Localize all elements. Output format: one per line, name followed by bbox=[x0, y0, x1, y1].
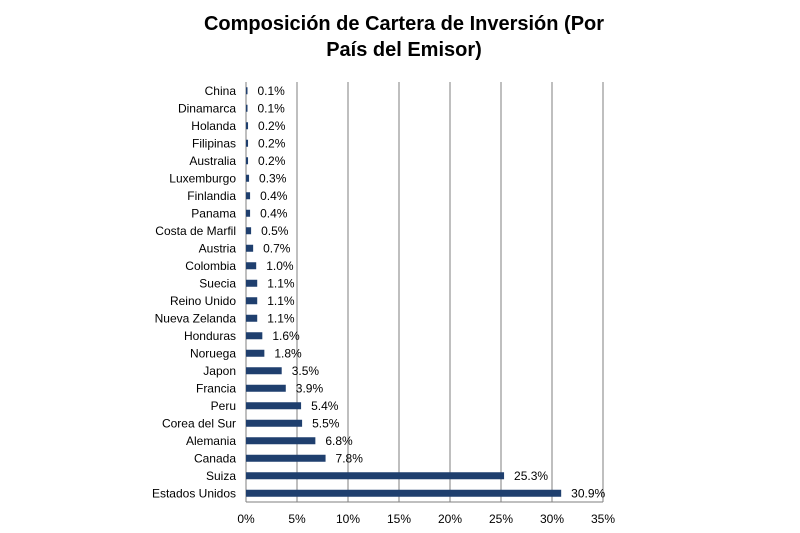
category-label: Australia bbox=[189, 154, 236, 168]
value-label: 0.4% bbox=[260, 189, 288, 203]
chart-title-line-1: Composición de Cartera de Inversión (Por bbox=[204, 13, 604, 35]
bars bbox=[246, 87, 562, 497]
value-labels: 0.1% 0.1% 0.2% 0.2% 0.2% 0.3% 0.4% 0.4% 0.5% 0.7%… bbox=[258, 84, 606, 501]
bar bbox=[246, 209, 251, 217]
bar bbox=[246, 122, 249, 130]
category-label: Costa de Marfil bbox=[155, 224, 236, 238]
value-label: 3.9% bbox=[296, 381, 324, 395]
category-label: Peru bbox=[211, 399, 236, 413]
value-label: 5.4% bbox=[311, 399, 339, 413]
value-label: 6.8% bbox=[325, 434, 353, 448]
bar bbox=[246, 367, 282, 375]
category-label: Panama bbox=[191, 206, 236, 220]
category-label: Corea del Sur bbox=[162, 416, 236, 430]
value-label: 0.5% bbox=[261, 224, 289, 238]
category-label: Colombia bbox=[185, 259, 236, 273]
bar bbox=[246, 489, 562, 497]
bar bbox=[246, 227, 252, 235]
x-tick-label: 25% bbox=[489, 512, 513, 526]
value-label: 0.4% bbox=[260, 206, 288, 220]
category-labels: China Dinamarca Holanda Filipinas Australia L… bbox=[152, 84, 236, 501]
bar bbox=[246, 349, 265, 357]
category-label: China bbox=[205, 84, 237, 98]
category-label: Honduras bbox=[184, 329, 236, 343]
chart-title-line-2: País del Emisor) bbox=[326, 39, 482, 61]
value-label: 0.1% bbox=[258, 84, 286, 98]
x-tick-label: 35% bbox=[591, 512, 615, 526]
x-tick-label: 0% bbox=[237, 512, 255, 526]
category-label: Reino Unido bbox=[170, 294, 236, 308]
value-label: 1.1% bbox=[267, 276, 295, 290]
category-label: Francia bbox=[196, 381, 236, 395]
x-tick-label: 20% bbox=[438, 512, 462, 526]
x-tick-label: 5% bbox=[288, 512, 306, 526]
bar bbox=[246, 437, 316, 445]
bar bbox=[246, 332, 263, 340]
value-label: 0.2% bbox=[258, 154, 286, 168]
bar bbox=[246, 402, 302, 410]
value-label: 30.9% bbox=[571, 486, 605, 500]
category-label: Japon bbox=[203, 364, 236, 378]
x-tick-label: 15% bbox=[387, 512, 411, 526]
category-label: Noruega bbox=[190, 346, 236, 360]
value-label: 1.1% bbox=[267, 311, 295, 325]
x-tick-labels: 0% 5% 10% 15% 20% 25% 30% 35% bbox=[237, 512, 615, 526]
value-label: 1.6% bbox=[272, 329, 300, 343]
category-label: Austria bbox=[199, 241, 237, 255]
value-label: 1.1% bbox=[267, 294, 295, 308]
bar bbox=[246, 262, 257, 270]
x-tick-label: 30% bbox=[540, 512, 564, 526]
value-label: 0.7% bbox=[263, 241, 291, 255]
value-label: 25.3% bbox=[514, 469, 548, 483]
category-label: Holanda bbox=[191, 119, 236, 133]
bar bbox=[246, 419, 303, 427]
bar bbox=[246, 157, 249, 165]
category-label: Nueva Zelanda bbox=[155, 311, 237, 325]
value-label: 5.5% bbox=[312, 416, 340, 430]
value-label: 0.1% bbox=[258, 101, 286, 115]
category-label: Dinamarca bbox=[178, 101, 236, 115]
bar bbox=[246, 314, 258, 322]
bar bbox=[246, 87, 248, 95]
category-label: Canada bbox=[194, 451, 236, 465]
category-label: Alemania bbox=[186, 434, 236, 448]
bar bbox=[246, 297, 258, 305]
value-label: 0.3% bbox=[259, 171, 287, 185]
value-label: 0.2% bbox=[258, 136, 286, 150]
category-label: Estados Unidos bbox=[152, 486, 236, 500]
bar bbox=[246, 279, 258, 287]
value-label: 0.2% bbox=[258, 119, 286, 133]
category-label: Luxemburgo bbox=[169, 171, 236, 185]
gridlines bbox=[245, 82, 604, 503]
bar bbox=[246, 454, 326, 462]
value-label: 1.8% bbox=[274, 346, 302, 360]
category-label: Suecia bbox=[199, 276, 236, 290]
bar bbox=[246, 384, 286, 392]
bar bbox=[246, 104, 248, 112]
bar bbox=[246, 174, 250, 182]
bar bbox=[246, 192, 251, 200]
category-label: Suiza bbox=[206, 469, 236, 483]
value-label: 7.8% bbox=[336, 451, 364, 465]
bar bbox=[246, 244, 254, 252]
bar bbox=[246, 139, 249, 147]
value-label: 3.5% bbox=[292, 364, 320, 378]
bar bbox=[246, 472, 505, 480]
value-label: 1.0% bbox=[266, 259, 294, 273]
x-tick-label: 10% bbox=[336, 512, 360, 526]
category-label: Finlandia bbox=[187, 189, 236, 203]
category-label: Filipinas bbox=[192, 136, 236, 150]
